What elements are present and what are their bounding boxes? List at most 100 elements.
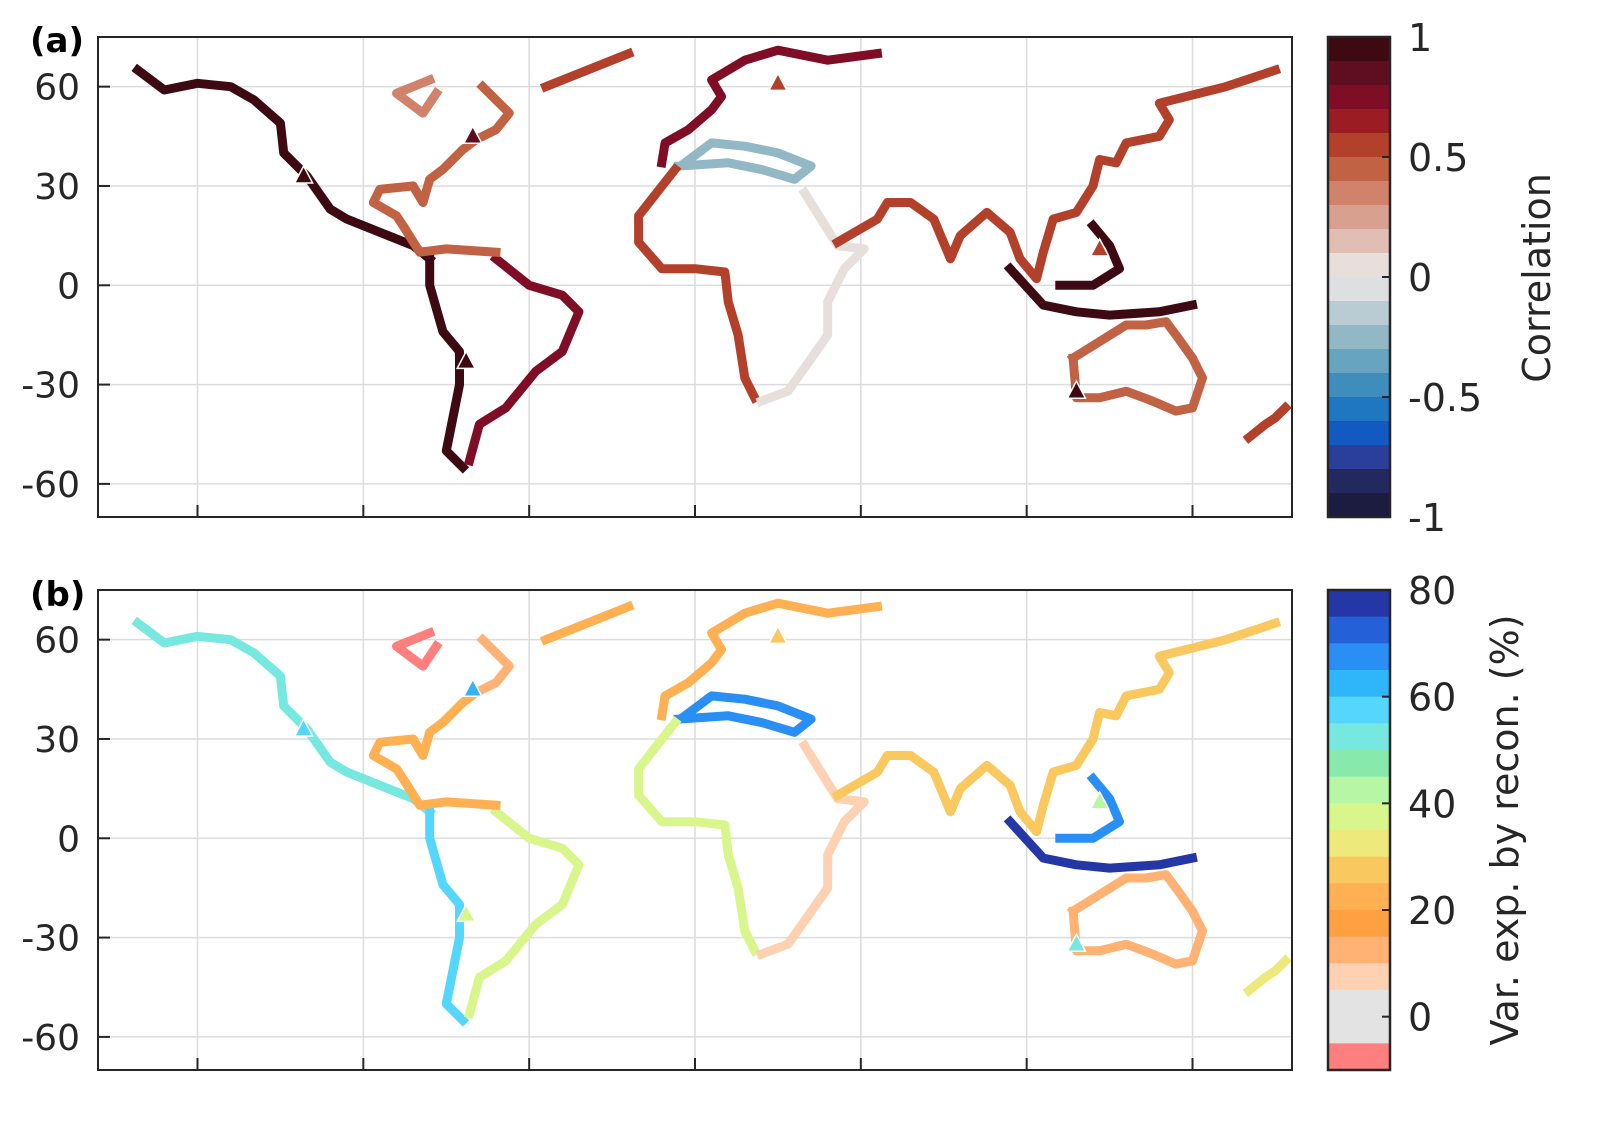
lat-tick-label: -30 <box>21 919 80 960</box>
colorbar-frame <box>1326 588 1392 1072</box>
coast-segment <box>470 80 514 146</box>
colorbar-segment <box>1328 616 1390 644</box>
coast-segment <box>1055 772 1124 843</box>
lat-tick-label: 0 <box>57 819 80 860</box>
coast-segment <box>755 186 869 407</box>
coast-segment <box>392 74 443 118</box>
coast-segment <box>1242 401 1292 444</box>
panel-label-b: (b) <box>30 575 85 615</box>
site-marker <box>767 71 789 92</box>
panel-a: (a) Correlation 60 30 0 -30 -60 1 0.5 0 -0.5 -1 <box>21 16 1559 540</box>
coast-segment <box>1066 317 1207 416</box>
coast-segment <box>673 691 816 737</box>
axes-frame <box>97 589 1293 1071</box>
site-marker <box>1066 379 1087 399</box>
coast-segment <box>831 64 1282 284</box>
lat-tick-label: -60 <box>21 1018 80 1059</box>
coast-segment <box>463 805 584 1020</box>
coast-segment <box>539 600 635 646</box>
site-marker <box>1066 932 1087 952</box>
axes-frame <box>97 36 1293 518</box>
colorbar-segment <box>1328 723 1390 751</box>
coast-segment <box>1003 815 1198 873</box>
colorbar-segment <box>1328 803 1390 831</box>
colorbar-tick-label: 80 <box>1408 569 1456 613</box>
colorbar-segment <box>1328 445 1390 470</box>
colorbar-segment <box>1328 181 1390 206</box>
lat-tick-label: 30 <box>34 720 80 761</box>
site-marker <box>1089 790 1110 810</box>
colorbar-segment <box>1328 696 1390 724</box>
colorbar-tick-label: 20 <box>1408 889 1456 933</box>
panel-b: (b) Var. exp. by recon. (%) 60 30 0 -30 -60 8… <box>21 569 1527 1072</box>
lat-tick-label: 0 <box>57 266 80 307</box>
colorbar-segment <box>1328 85 1390 110</box>
coast-segment <box>634 163 761 404</box>
coast-segment <box>755 739 869 960</box>
coast-segment <box>463 252 584 467</box>
coast-segment <box>656 45 883 168</box>
colorbar-segment <box>1328 373 1390 398</box>
colorbar-tick-label: -0.5 <box>1408 376 1482 420</box>
lat-tick-label: 30 <box>34 167 80 208</box>
colorbar-segment <box>1328 469 1390 494</box>
coast-segment <box>470 633 514 699</box>
site-marker <box>455 902 477 923</box>
colorbar-segment <box>1328 990 1390 1018</box>
colorbar-segment <box>1328 856 1390 884</box>
colorbar-segment <box>1328 325 1390 350</box>
coast-segment <box>131 63 437 266</box>
colorbar-segment <box>1328 643 1390 671</box>
colorbar-segment <box>1328 776 1390 804</box>
colorbar-tick-label: 0 <box>1408 256 1432 300</box>
colorbar-segment <box>1328 229 1390 254</box>
lat-tick-label: 60 <box>34 68 80 109</box>
site-marker <box>767 624 789 645</box>
colorbar-segment <box>1328 109 1390 134</box>
lat-tick-label: 60 <box>34 621 80 662</box>
colorbar-segment <box>1328 750 1390 778</box>
site-marker <box>293 164 314 184</box>
coast-segment <box>368 686 501 810</box>
colorbar-segment <box>1328 590 1390 618</box>
colorbar-segment <box>1328 61 1390 86</box>
site-marker <box>293 717 314 737</box>
coast-segment <box>1055 219 1124 290</box>
colorbar-segment <box>1328 936 1390 964</box>
colorbar-segment <box>1328 1043 1390 1071</box>
coast-segment <box>131 616 437 819</box>
colorbar-segment <box>1328 397 1390 422</box>
coast-segment <box>831 617 1282 837</box>
colorbar-segment <box>1328 253 1390 278</box>
coast-segment <box>368 133 501 257</box>
colorbar-segment <box>1328 157 1390 182</box>
colorbar-segment <box>1328 493 1390 518</box>
colorbar-segment <box>1328 37 1390 62</box>
colorbar-tick-label: -1 <box>1408 496 1446 540</box>
colorbar-title-b: Var. exp. by recon. (%) <box>1483 614 1527 1045</box>
colorbar-segment <box>1328 670 1390 698</box>
colorbar-segment <box>1328 883 1390 911</box>
colorbar-segment <box>1328 1016 1390 1044</box>
coast-segment <box>634 716 761 957</box>
colorbar-segment <box>1328 301 1390 326</box>
coast-segment <box>656 598 883 721</box>
site-marker <box>462 677 484 698</box>
colorbar-segment <box>1328 830 1390 858</box>
colorbar-tick-label: 1 <box>1408 16 1432 60</box>
colorbar-segment <box>1328 205 1390 230</box>
colorbar-segment <box>1328 910 1390 938</box>
site-marker <box>462 124 484 145</box>
colorbar-tick-label: 0.5 <box>1408 136 1468 180</box>
colorbar-tick-label: 60 <box>1408 676 1456 720</box>
colorbar-segment <box>1328 349 1390 374</box>
panel-label-a: (a) <box>30 21 84 61</box>
colorbar-tick-label: 0 <box>1408 996 1432 1040</box>
coast-segment <box>673 138 816 184</box>
lat-tick-label: -60 <box>21 465 80 506</box>
coast-segment <box>539 47 635 93</box>
coast-segment <box>1066 870 1207 969</box>
coast-segment <box>1003 262 1198 320</box>
lat-tick-label: -30 <box>21 366 80 407</box>
